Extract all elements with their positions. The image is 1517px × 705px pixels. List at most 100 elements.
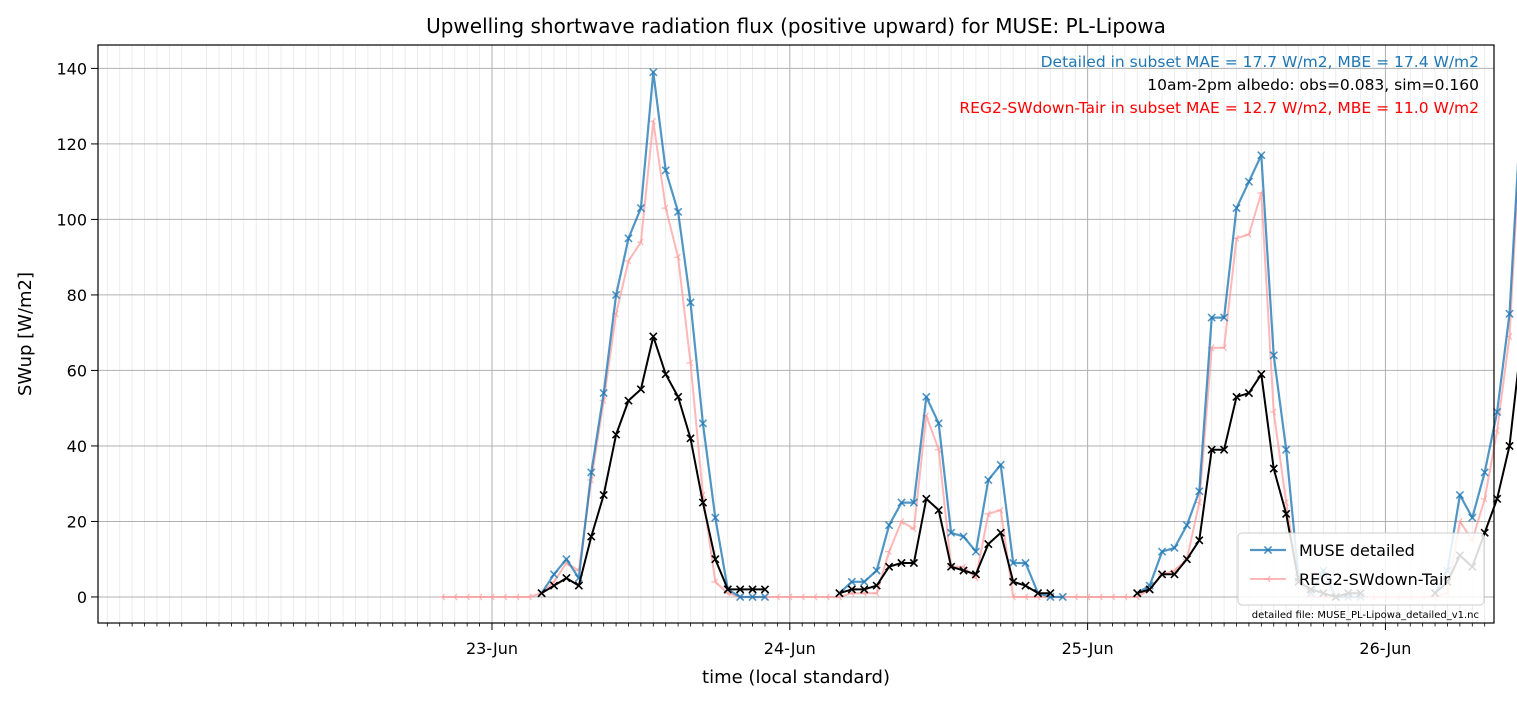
data-point-muse-detailed [1182,521,1192,530]
data-point-reg2-swdown-tair [996,506,1004,514]
data-point-muse-detailed [748,592,757,602]
data-point-reg2-swdown-tair [798,593,805,601]
y-tick-label: 120 [56,135,87,154]
data-point-muse-detailed [971,547,981,556]
data-point-observed [934,505,943,515]
data-point-reg2-swdown-tair [1220,344,1227,352]
data-point-observed [698,498,708,507]
data-point-reg2-swdown-tair [1108,593,1116,601]
data-point-muse-detailed [1244,177,1254,186]
data-point-observed [711,555,720,564]
data-point-reg2-swdown-tair [711,578,719,586]
data-point-reg2-swdown-tair [1269,408,1277,416]
data-point-observed [897,558,906,568]
data-point-muse-detailed [1455,490,1465,500]
data-point-reg2-swdown-tair [823,593,830,601]
data-point-muse-detailed [1257,151,1266,160]
data-point-reg2-swdown-tair [773,593,781,601]
legend-box [1237,532,1485,606]
data-point-observed [636,385,646,394]
data-point-muse-detailed [1008,558,1018,568]
data-point-muse-detailed [562,555,571,564]
data-point-observed [1046,589,1055,598]
data-point-reg2-swdown-tair [512,593,520,601]
data-point-observed [922,494,931,503]
data-point-reg2-swdown-tair [438,593,446,601]
series-muse-detailed [537,68,1517,602]
x-axis-label: time (local standard) [702,667,890,688]
legend-label-muse-detailed: MUSE detailed [1299,541,1415,560]
legend-swatch-reg2 [1250,575,1286,583]
data-point-observed [847,585,857,594]
data-point-observed [860,585,869,594]
data-point-observed [673,392,683,402]
data-point-muse-detailed [1480,468,1489,477]
data-point-reg2-swdown-tair [500,593,508,601]
data-point-muse-detailed [934,419,943,428]
plot-frame [97,44,1495,624]
data-point-observed [1157,570,1167,579]
data-point-reg2-swdown-tair [475,593,483,601]
legend-marker [1263,545,1273,555]
data-point-observed [1033,589,1043,598]
data-point-reg2-swdown-tair [649,117,656,125]
data-point-reg2-swdown-tair [1096,593,1103,601]
data-point-reg2-swdown-tair [487,593,495,601]
data-point-observed [686,434,695,443]
data-point-observed [835,589,844,598]
data-point-muse-detailed [599,388,608,398]
data-point-muse-detailed [1232,203,1241,213]
data-point-muse-detailed [1207,313,1216,322]
x-tick-label: 23-Jun [466,639,518,658]
series-layer [438,68,1517,602]
data-point-muse-detailed [1058,592,1067,602]
data-point-muse-detailed [1170,543,1179,553]
data-point-muse-detailed [587,468,596,477]
data-point-muse-detailed [909,498,919,507]
data-point-observed [1269,464,1278,473]
data-point-reg2-swdown-tair [909,525,917,533]
data-point-reg2-swdown-tair [624,257,632,265]
y-tick-label: 40 [67,437,87,456]
data-point-observed [1257,370,1266,379]
data-point-observed [959,566,968,575]
y-tick-label: 100 [56,210,87,229]
data-point-muse-detailed [1219,313,1229,322]
data-point-observed [748,585,757,594]
footnote: detailed file: MUSE_PL-Lipowa_detailed_v… [1252,610,1479,621]
chart-title: Upwelling shortwave radiation flux (posi… [426,14,1166,38]
data-point-muse-detailed [735,592,745,602]
data-point-muse-detailed [686,298,695,307]
data-point-muse-detailed [1195,487,1204,496]
data-point-muse-detailed [996,460,1005,469]
data-point-muse-detailed [1157,547,1167,556]
annotation-reg2-errors: REG2-SWdown-Tair in subset MAE = 12.7 W/… [959,99,1479,117]
data-point-observed [611,430,621,439]
data-point-muse-detailed [624,234,633,243]
data-point-reg2-swdown-tair [897,517,905,525]
data-point-reg2-swdown-tair [674,253,681,261]
data-point-muse-detailed [884,521,894,530]
data-point-observed [1232,392,1241,402]
annotation-detailed-errors: Detailed in subset MAE = 17.7 W/m2, MBE … [1041,53,1479,71]
data-point-observed [587,532,596,541]
data-point-muse-detailed [1492,407,1502,417]
data-point-muse-detailed [661,166,670,175]
axis-ticks: 23-Jun24-Jun25-Jun26-Jun27-Jun0204060801… [56,59,1486,658]
data-point-muse-detailed [1269,351,1278,360]
legend-swatch-muse-detailed [1250,545,1286,555]
data-point-muse-detailed [549,570,559,579]
data-point-reg2-swdown-tair [785,593,793,601]
data-point-observed [1281,509,1291,519]
data-point-reg2-swdown-tair [984,510,992,518]
data-point-reg2-swdown-tair [1009,593,1016,601]
data-point-reg2-swdown-tair [1120,593,1128,601]
data-point-reg2-swdown-tair [636,238,644,246]
data-point-observed [1182,555,1192,564]
data-point-reg2-swdown-tair [1071,593,1078,601]
x-tick-label: 24-Jun [764,639,816,658]
data-point-observed [996,528,1005,537]
data-point-reg2-swdown-tair [661,204,669,212]
data-point-muse-detailed [922,392,931,402]
